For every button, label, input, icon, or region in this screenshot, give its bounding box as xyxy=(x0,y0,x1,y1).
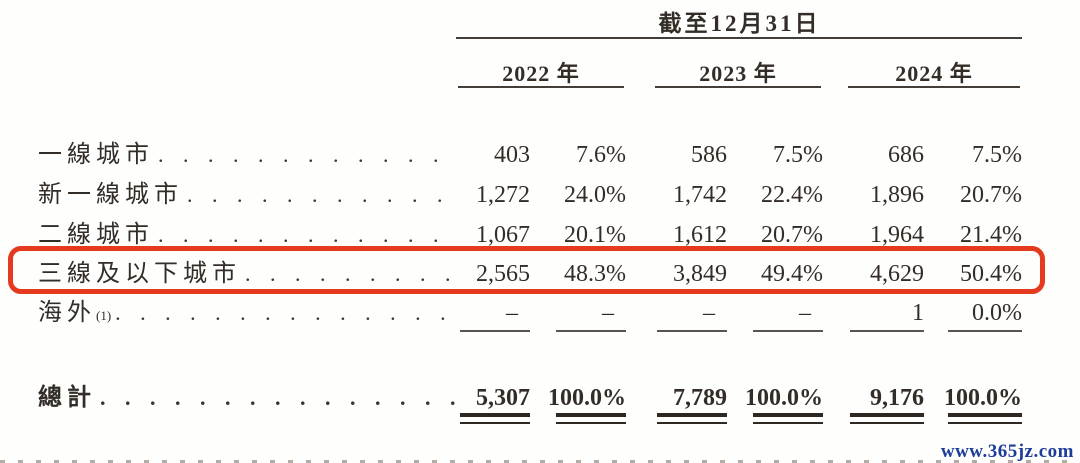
year-2023-values: 1,612 20.7% xyxy=(657,218,823,252)
year-2024-values: 1,964 21.4% xyxy=(850,218,1022,252)
count-cell: – xyxy=(657,296,727,332)
table-row-total: 總計. . . . . . . . . . . . . . . . . . . … xyxy=(0,381,1080,424)
double-underline xyxy=(948,413,1022,424)
column-header-2022: 2022 年 xyxy=(458,47,624,88)
cell-underline xyxy=(460,330,530,332)
percent-cell: 48.3% xyxy=(564,261,626,287)
cell-underline xyxy=(753,330,823,332)
count-cell: 4,629 xyxy=(870,261,924,287)
total-count-cell: 9,176 xyxy=(850,381,924,424)
dot-leader: . . . . . . . . . . . . . . . . . . . . … xyxy=(115,300,455,325)
percent-cell: 24.0% xyxy=(564,182,626,208)
percent-cell: 20.1% xyxy=(564,222,626,248)
double-underline xyxy=(460,413,530,424)
year-2022-values: 1,067 20.1% xyxy=(460,218,626,252)
year-label: 2022 年 xyxy=(502,61,580,86)
count-cell: 1,896 xyxy=(870,182,924,208)
percent-cell: 20.7% xyxy=(761,222,823,248)
percent-cell: 49.4% xyxy=(761,261,823,287)
double-underline xyxy=(753,413,823,424)
count-cell: 1,964 xyxy=(870,222,924,248)
row-label: 總計. . . . . . . . . . . . . . . . . . . … xyxy=(38,381,455,415)
table-row-tier2: 二線城市. . . . . . . . . . . . . . . . . . … xyxy=(0,218,1080,252)
year-2023-totals: 7,789 100.0% xyxy=(657,381,823,424)
row-label: 新一線城市. . . . . . . . . . . . . . . . . .… xyxy=(38,178,455,212)
total-percent-cell: 100.0% xyxy=(944,381,1022,424)
table-row-new-tier1: 新一線城市. . . . . . . . . . . . . . . . . .… xyxy=(0,178,1080,212)
dot-leader: . . . . . . . . . . . . . . . . . . . . … xyxy=(158,222,455,247)
percent-cell: – xyxy=(556,296,626,332)
year-2023-values: – – xyxy=(657,296,823,332)
year-2024-totals: 9,176 100.0% xyxy=(850,381,1022,424)
year-2023-values: 3,849 49.4% xyxy=(657,257,823,291)
dot-leader: . . . . . . . . . . . . . . . . . . . . … xyxy=(187,182,455,207)
double-underline xyxy=(657,413,727,424)
cell-underline xyxy=(850,330,924,332)
count-cell: 403 xyxy=(494,142,530,168)
total-percent-cell: 100.0% xyxy=(745,381,823,424)
year-2024-values: 686 7.5% xyxy=(850,138,1022,172)
dot-leader: . . . . . . . . . . . . . . . . . . . . … xyxy=(245,261,455,286)
percent-cell: 50.4% xyxy=(960,261,1022,287)
year-label: 2024 年 xyxy=(895,61,973,86)
total-count-cell: 7,789 xyxy=(657,381,727,424)
percent-cell: 20.7% xyxy=(960,182,1022,208)
row-label: 海外(1). . . . . . . . . . . . . . . . . .… xyxy=(38,296,455,333)
count-cell: 586 xyxy=(691,142,727,168)
year-2022-values: 1,272 24.0% xyxy=(460,178,626,212)
year-2022-totals: 5,307 100.0% xyxy=(460,381,626,424)
percent-cell: 7.5% xyxy=(773,142,823,168)
cell-underline xyxy=(556,330,626,332)
total-count-cell: 5,307 xyxy=(460,381,530,424)
row-label: 三線及以下城市. . . . . . . . . . . . . . . . .… xyxy=(38,257,455,291)
header-rule xyxy=(456,37,1022,39)
count-cell: 1,742 xyxy=(673,182,727,208)
percent-cell: 22.4% xyxy=(761,182,823,208)
percent-cell: 21.4% xyxy=(960,222,1022,248)
year-2024-values: 4,629 50.4% xyxy=(850,257,1022,291)
percent-cell: 7.5% xyxy=(972,142,1022,168)
table-row-tier3-and-below: 三線及以下城市. . . . . . . . . . . . . . . . .… xyxy=(0,257,1080,291)
count-cell: – xyxy=(460,296,530,332)
percent-cell: 7.6% xyxy=(576,142,626,168)
year-2022-values: – – xyxy=(460,296,626,332)
count-cell: 1,067 xyxy=(476,222,530,248)
total-percent-cell: 100.0% xyxy=(548,381,626,424)
cell-underline xyxy=(657,330,727,332)
count-cell: 2,565 xyxy=(476,261,530,287)
watermark: www.365jz.com xyxy=(940,441,1074,462)
column-header-2024: 2024 年 xyxy=(848,47,1020,88)
year-2024-values: 1 0.0% xyxy=(850,296,1022,332)
cutoff-dotted-row xyxy=(0,460,1080,463)
year-2024-values: 1,896 20.7% xyxy=(850,178,1022,212)
year-2022-values: 2,565 48.3% xyxy=(460,257,626,291)
year-2023-values: 586 7.5% xyxy=(657,138,823,172)
row-label: 二線城市. . . . . . . . . . . . . . . . . . … xyxy=(38,218,455,252)
double-underline xyxy=(556,413,626,424)
count-cell: 3,849 xyxy=(673,261,727,287)
count-cell: 686 xyxy=(888,142,924,168)
footnote-marker: (1) xyxy=(96,308,112,323)
cell-underline xyxy=(948,330,1022,332)
count-cell: 1,272 xyxy=(476,182,530,208)
count-cell: 1,612 xyxy=(673,222,727,248)
table-period-header: 截至12月31日 xyxy=(658,11,821,36)
column-header-2023: 2023 年 xyxy=(655,47,821,88)
table-row-overseas: 海外(1). . . . . . . . . . . . . . . . . .… xyxy=(0,296,1080,333)
year-2023-values: 1,742 22.4% xyxy=(657,178,823,212)
count-cell: 1 xyxy=(850,296,924,332)
dot-leader: . . . . . . . . . . . . . . . . . . . . … xyxy=(158,142,455,167)
dot-leader: . . . . . . . . . . . . . . . . . . . . … xyxy=(100,385,455,410)
table-row-tier1: 一線城市. . . . . . . . . . . . . . . . . . … xyxy=(0,138,1080,172)
row-label: 一線城市. . . . . . . . . . . . . . . . . . … xyxy=(38,138,455,172)
year-label: 2023 年 xyxy=(699,61,777,86)
percent-cell: – xyxy=(753,296,823,332)
year-2022-values: 403 7.6% xyxy=(460,138,626,172)
percent-cell: 0.0% xyxy=(948,296,1022,332)
highlight-box xyxy=(8,246,1045,294)
double-underline xyxy=(850,413,924,424)
